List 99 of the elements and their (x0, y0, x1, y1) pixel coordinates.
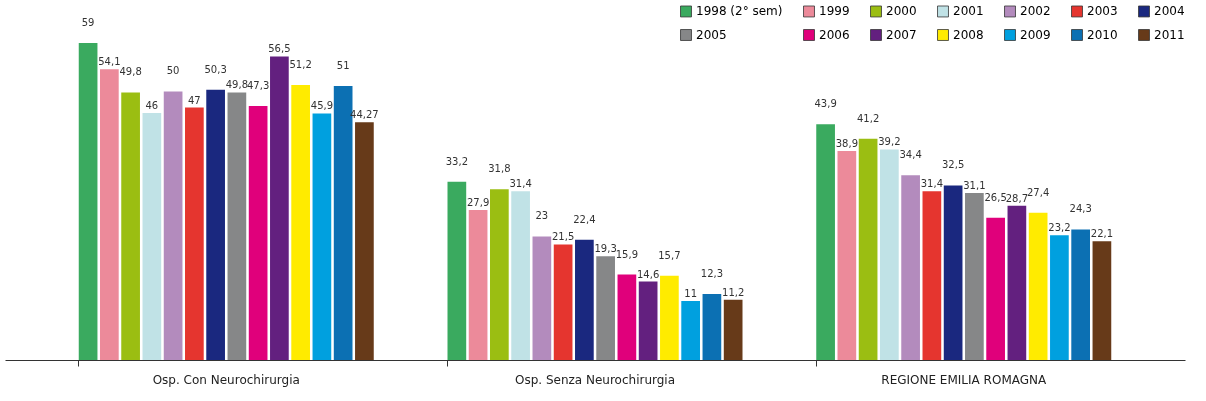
x-tick-label: REGIONE EMILIA ROMAGNA (881, 372, 1047, 387)
bar (121, 92, 140, 360)
bar (617, 274, 637, 360)
data-label: 11,2 (722, 286, 745, 298)
bar (681, 300, 700, 360)
data-label: 47 (188, 94, 201, 106)
data-label: 51 (336, 60, 350, 72)
legend-label: 2000 (886, 4, 917, 19)
legend-label: 2004 (1154, 4, 1185, 19)
bar (270, 56, 289, 360)
data-label: 27,4 (1027, 186, 1050, 198)
data-label: 31,4 (509, 178, 532, 190)
data-label: 28,7 (1005, 192, 1029, 204)
data-label: 45,9 (310, 100, 334, 112)
data-label: 26,5 (984, 191, 1007, 203)
bar (1071, 229, 1090, 360)
bar (723, 299, 743, 360)
bar (1028, 212, 1048, 360)
legend-label: 2008 (953, 28, 984, 42)
bar (1092, 241, 1112, 360)
data-label: 31,1 (963, 179, 986, 191)
x-tick-label: Osp. Con Neurochirurgia (152, 372, 300, 387)
legend-label: 1999 (819, 4, 850, 19)
legend-label: 2007 (886, 28, 917, 42)
bar (1007, 205, 1027, 360)
legend-label: 2006 (819, 28, 850, 42)
data-label: 24,3 (1069, 203, 1092, 215)
data-label: 23 (535, 210, 549, 222)
bar (206, 89, 225, 360)
data-label: 47,3 (247, 79, 270, 91)
data-label: 27,9 (466, 197, 490, 209)
data-label: 43,9 (814, 98, 837, 110)
bar (660, 275, 679, 360)
data-label: 38,9 (835, 138, 858, 150)
bar (163, 91, 183, 360)
bar (312, 113, 332, 360)
bar (965, 192, 984, 360)
legend-label: 2011 (1154, 28, 1185, 42)
bar (880, 149, 899, 360)
data-label: 54,1 (98, 56, 121, 68)
bar (511, 191, 530, 360)
data-label: 12,3 (700, 267, 724, 279)
x-tick-label: Osp. Senza Neurochirurgia (514, 372, 676, 387)
data-label: 41,2 (856, 112, 880, 124)
bar (575, 239, 594, 360)
legend-label: 2001 (953, 4, 984, 19)
bar (468, 210, 488, 360)
data-label: 34,4 (899, 149, 922, 161)
bar (638, 281, 658, 360)
data-label: 51,2 (289, 58, 312, 70)
bar (901, 175, 920, 360)
data-label: 59 (81, 17, 95, 29)
bar (1050, 235, 1069, 360)
bar (702, 293, 722, 360)
bar (858, 138, 878, 360)
bar (922, 191, 942, 360)
bar (816, 124, 835, 360)
data-label: 23,2 (1048, 222, 1071, 234)
bar (490, 189, 509, 360)
data-label: 50,3 (204, 63, 227, 75)
data-label: 49,8 (225, 79, 249, 91)
data-label: 15,7 (658, 249, 681, 261)
legend-label: 2005 (696, 28, 727, 42)
data-label: 31,8 (488, 163, 511, 175)
legend-label: 2009 (1020, 28, 1051, 42)
legend-label: 2003 (1087, 4, 1118, 19)
legend-label: 2010 (1087, 28, 1118, 42)
bar (355, 122, 374, 360)
bar (986, 217, 1005, 360)
data-label: 15,9 (615, 248, 639, 260)
bar (447, 181, 467, 360)
data-label: 22,4 (573, 213, 596, 225)
legend-label: 2002 (1020, 4, 1051, 19)
bar (78, 43, 98, 360)
data-label: 21,5 (551, 231, 575, 243)
bar (837, 151, 857, 360)
bar (100, 69, 119, 360)
data-label: 33,2 (445, 155, 468, 167)
data-label: 56,5 (268, 43, 291, 55)
bar (142, 112, 162, 360)
data-label: 22,1 (1090, 228, 1114, 240)
bar (227, 92, 247, 360)
bar (532, 236, 552, 360)
data-label: 11 (684, 287, 698, 299)
data-label: 49,8 (119, 66, 142, 78)
legend-label: 1998 (2° sem) (696, 4, 783, 19)
bar (553, 244, 573, 360)
data-label: 46 (145, 99, 159, 111)
bar (185, 107, 204, 360)
data-label: 32,5 (941, 159, 965, 171)
data-label: 39,2 (878, 136, 901, 148)
bar (596, 256, 615, 360)
data-label: 50 (166, 65, 180, 77)
data-label: 19,3 (594, 243, 617, 255)
bar (291, 84, 310, 360)
data-label: 14,6 (637, 268, 660, 280)
bar (943, 185, 963, 360)
bar (248, 105, 268, 360)
data-label: 31,4 (920, 178, 943, 190)
